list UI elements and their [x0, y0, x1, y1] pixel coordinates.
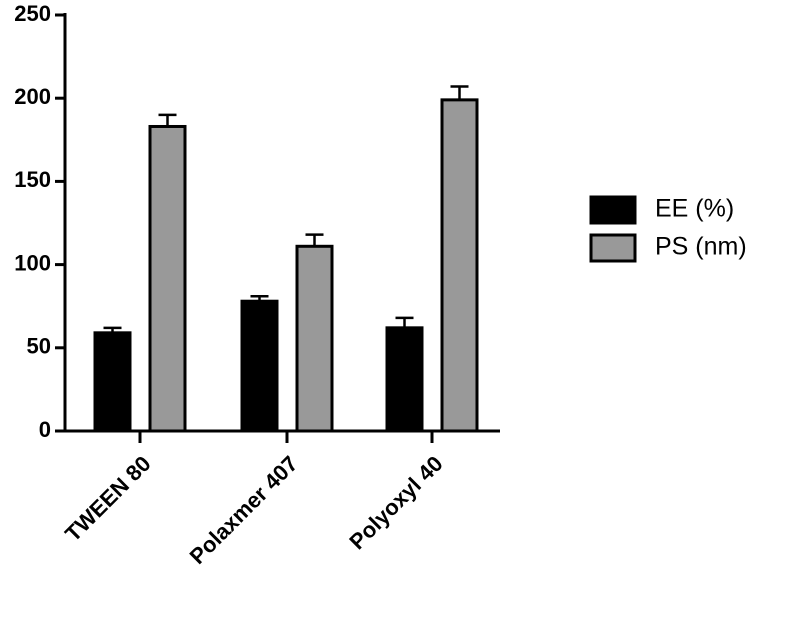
legend-swatch	[589, 233, 637, 263]
y-tick-label: 0	[39, 417, 51, 442]
y-tick-label: 100	[14, 250, 51, 275]
x-tick-label: Polaxmer 407	[185, 451, 303, 569]
y-tick-label: 50	[27, 334, 51, 359]
bar	[295, 244, 334, 433]
x-tick-label: Polyoxyl 40	[344, 451, 447, 554]
bar	[148, 124, 187, 433]
bar	[93, 331, 132, 433]
legend-label: EE (%)	[655, 195, 734, 223]
error-bar	[450, 85, 469, 100]
bar	[385, 326, 424, 433]
x-tick-label: TWEEN 80	[60, 451, 155, 546]
y-tick-label: 150	[14, 167, 51, 192]
legend-label: PS (nm)	[655, 233, 747, 261]
error-bar	[305, 233, 324, 247]
bar	[240, 299, 279, 433]
legend-swatch	[589, 195, 637, 225]
y-tick-label: 250	[14, 1, 51, 26]
error-bar	[395, 316, 414, 328]
error-bar	[158, 113, 177, 127]
y-tick-label: 200	[14, 84, 51, 109]
bar	[440, 98, 479, 433]
